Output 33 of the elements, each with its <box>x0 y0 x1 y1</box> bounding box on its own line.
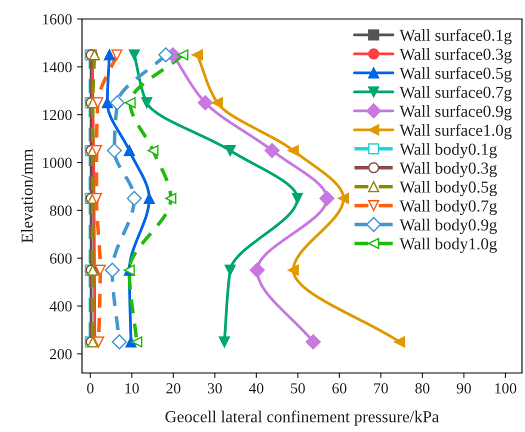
x-tick-label: 90 <box>456 383 471 394</box>
x-tick-label: 70 <box>374 383 388 394</box>
legend-label: Wall body0.3g <box>400 162 497 178</box>
x-axis-title: Geocell lateral confinement pressure/kPa <box>165 410 439 426</box>
x-tick-label: 50 <box>291 383 305 394</box>
legend-label: Wall body1.0g <box>400 238 497 253</box>
y-tick-label: 200 <box>50 349 72 360</box>
x-tick-label: 60 <box>332 383 346 394</box>
y-tick-label: 400 <box>50 301 72 312</box>
y-tick-label: 1400 <box>43 62 72 72</box>
legend-label: Wall body0.5g <box>400 180 497 196</box>
legend-label: Wall surface0.9g <box>400 104 512 120</box>
legend-label: Wall body0.7g <box>400 200 497 216</box>
y-tick-label: 600 <box>50 253 72 264</box>
legend-label: Wall body0.1g <box>400 143 497 158</box>
legend-label: Wall surface0.1g <box>400 29 512 44</box>
legend-label: Wall body0.9g <box>400 218 497 234</box>
x-tick-label: 80 <box>415 383 430 394</box>
x-tick-label: 10 <box>126 383 139 394</box>
legend-label: Wall surface0.7g <box>400 86 512 102</box>
y-tick-label: 1600 <box>43 14 72 24</box>
x-tick-label: 30 <box>208 383 222 394</box>
y-tick-label: 1200 <box>43 110 72 120</box>
legend-label: Wall surface1.0g <box>400 124 512 140</box>
legend-label: Wall surface0.5g <box>400 66 512 82</box>
x-tick-label: 100 <box>495 383 516 394</box>
x-tick-label: 0 <box>87 383 94 394</box>
legend-label: Wall surface0.3g <box>400 48 512 64</box>
y-tick-label: 1000 <box>43 158 72 168</box>
y-axis-title: Elevation/mm <box>21 149 33 243</box>
x-tick-label: 40 <box>249 383 264 394</box>
x-tick-label: 20 <box>166 383 180 394</box>
y-tick-label: 800 <box>50 205 72 216</box>
